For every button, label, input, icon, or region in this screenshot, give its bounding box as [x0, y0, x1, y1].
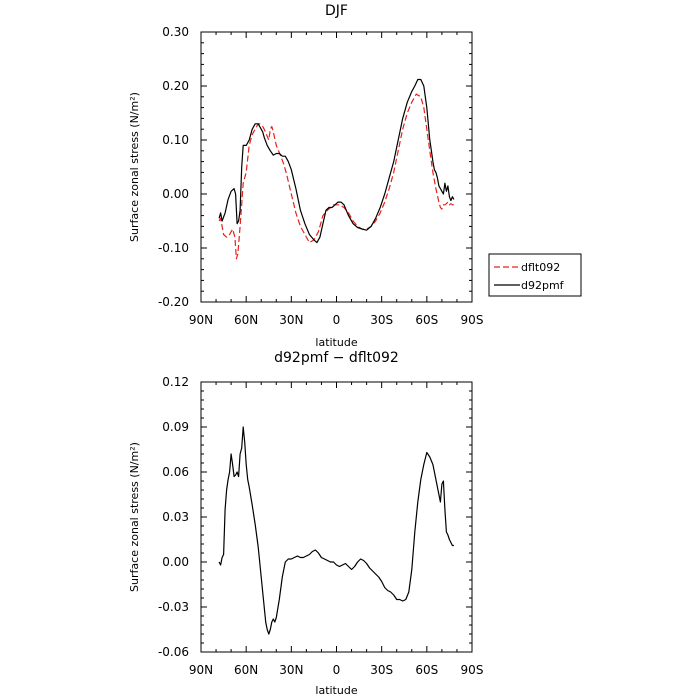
y-tick-label: 0.12	[162, 375, 189, 389]
legend-label-d92pmf: d92pmf	[521, 279, 565, 292]
x-tick-label: 30S	[370, 663, 393, 677]
chart-title: d92pmf − dflt092	[274, 350, 399, 366]
x-tick-label: 30N	[279, 313, 303, 327]
x-axis-label: latitude	[315, 684, 357, 697]
x-tick-label: 60S	[415, 663, 438, 677]
x-tick-label: 0	[333, 663, 341, 677]
y-tick-label: 0.09	[162, 420, 189, 434]
x-tick-label: 90N	[189, 663, 213, 677]
y-tick-label: 0.06	[162, 465, 189, 479]
legend-label-dflt092: dflt092	[521, 261, 560, 274]
series-line-d92pmf	[218, 78, 455, 244]
plot-frame	[200, 381, 473, 653]
series-line-dflt092	[218, 93, 454, 260]
x-tick-label: 60N	[234, 313, 258, 327]
chart-djf: DJF 90N 60N 30N 0 30S 60S 90S -0.20 -0.10 0.00 0.1…	[128, 3, 582, 349]
y-axis-label-text: Surface zonal stress (N/m²)	[128, 92, 141, 242]
y-tick-label: -0.20	[158, 295, 189, 309]
legend-box	[488, 253, 582, 297]
y-tick-label: 0.00	[162, 555, 189, 569]
y-axis-label-text: Surface zonal stress (N/m²)	[128, 442, 141, 592]
y-tick-label: -0.06	[158, 645, 189, 659]
legend: dflt092 d92pmf	[488, 253, 582, 297]
y-tick-label: 0.20	[162, 79, 189, 93]
x-tick-label: 0	[333, 313, 341, 327]
chart-difference: d92pmf − dflt092 90N 60N 30N 0 30S 60S 90S -0.0…	[128, 350, 483, 697]
x-tick-label: 60N	[234, 663, 258, 677]
y-tick-label: 0.03	[162, 510, 189, 524]
y-tick-label: 0.00	[162, 187, 189, 201]
y-tick-label: 0.10	[162, 133, 189, 147]
x-tick-label: 30S	[370, 313, 393, 327]
y-tick-label: -0.03	[158, 600, 189, 614]
series-line-diff-0	[218, 426, 454, 635]
y-tick-label: -0.10	[158, 241, 189, 255]
chart-title: DJF	[325, 3, 348, 19]
x-tick-label: 90S	[461, 313, 484, 327]
y-axis-label: Surface zonal stress (N/m²)	[128, 92, 141, 242]
x-tick-label: 30N	[279, 663, 303, 677]
y-axis-label: Surface zonal stress (N/m²)	[128, 442, 141, 592]
x-axis-label: latitude	[315, 336, 357, 349]
x-tick-label: 90S	[461, 663, 484, 677]
x-tick-label: 60S	[415, 313, 438, 327]
y-tick-label: 0.30	[162, 25, 189, 39]
x-tick-label: 90N	[189, 313, 213, 327]
